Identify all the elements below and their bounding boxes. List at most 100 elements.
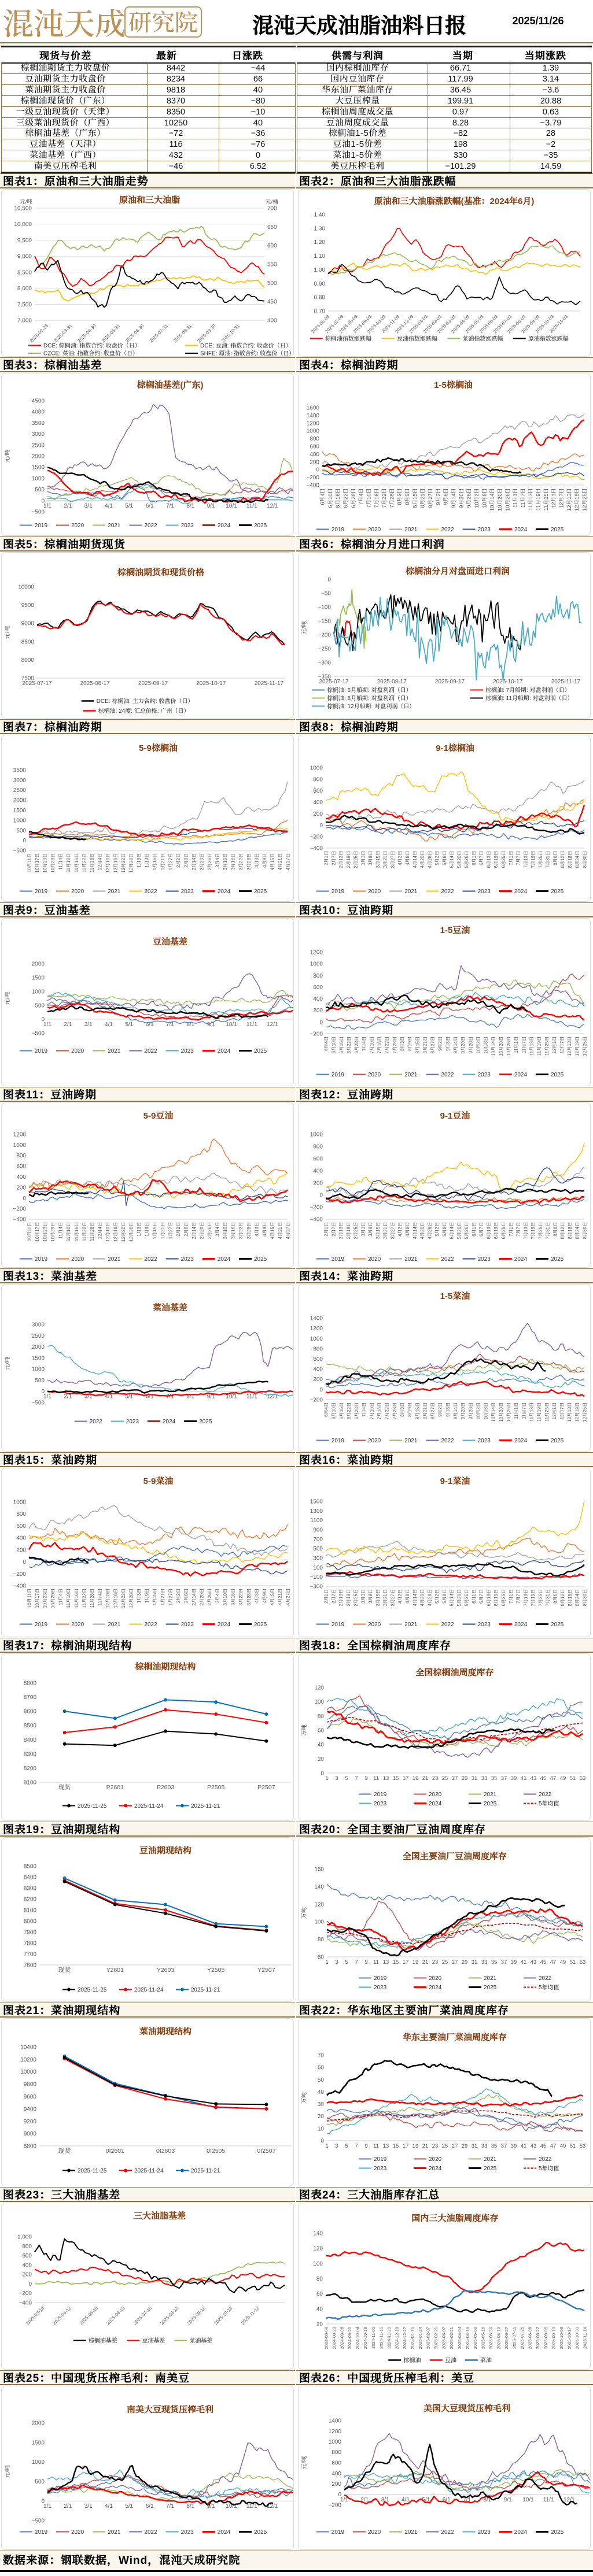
svg-text:6/1: 6/1 (146, 503, 154, 509)
svg-text:2025: 2025 (254, 523, 267, 529)
svg-text:8月15日: 8月15日 (414, 1037, 421, 1053)
svg-text:3500: 3500 (13, 768, 27, 774)
svg-text:豆油指数涨跌幅: 豆油指数涨跌幅 (397, 334, 437, 342)
svg-text:80: 80 (318, 1937, 325, 1943)
svg-text:11/1: 11/1 (246, 1394, 257, 1400)
svg-text:5: 5 (345, 2143, 348, 2149)
svg-text:9/1: 9/1 (207, 1394, 215, 1400)
svg-text:53: 53 (580, 1775, 586, 1782)
svg-text:40: 40 (318, 1742, 325, 1748)
svg-text:8月9日: 8月9日 (407, 1402, 413, 1417)
svg-text:10000: 10000 (18, 584, 34, 591)
svg-text:棕榈油基差: 棕榈油基差 (89, 2336, 117, 2344)
svg-text:1000: 1000 (310, 1132, 323, 1138)
svg-text:1000: 1000 (32, 476, 45, 482)
svg-text:P2601: P2601 (106, 1784, 124, 1791)
svg-text:7: 7 (355, 2143, 358, 2149)
svg-text:4/1: 4/1 (105, 503, 113, 509)
svg-text:菜油基差: 菜油基差 (189, 2336, 212, 2344)
svg-text:3/1: 3/1 (84, 1394, 93, 1400)
svg-text:12月4日: 12月4日 (97, 1589, 103, 1605)
svg-text:12月10日: 12月10日 (105, 1222, 111, 1242)
svg-text:1000: 1000 (32, 989, 45, 995)
svg-text:10月11日: 10月11日 (27, 853, 33, 872)
svg-text:2/1: 2/1 (64, 503, 72, 509)
svg-text:6月28日: 6月28日 (349, 488, 357, 508)
svg-text:0: 0 (41, 498, 45, 504)
svg-text:17: 17 (403, 1775, 409, 1782)
svg-text:2/1: 2/1 (64, 2503, 72, 2510)
svg-text:10月26日: 10月26日 (506, 1037, 512, 1056)
svg-text:5: 5 (345, 1959, 348, 1966)
svg-text:1.30: 1.30 (314, 225, 326, 232)
svg-text:3/1: 3/1 (381, 2497, 389, 2503)
svg-text:4月14日: 4月14日 (412, 1222, 418, 1239)
svg-text:33: 33 (481, 2143, 488, 2149)
svg-text:2020: 2020 (368, 889, 381, 895)
svg-text:1500: 1500 (13, 808, 27, 814)
svg-text:1600: 1600 (307, 405, 320, 412)
svg-text:8100: 8100 (24, 1780, 37, 1786)
svg-text:2024: 2024 (514, 1438, 528, 1444)
svg-text:3月16日: 3月16日 (230, 853, 237, 870)
svg-text:19: 19 (412, 2143, 419, 2149)
svg-text:1000: 1000 (329, 2439, 342, 2445)
svg-text:7月22日: 7月22日 (380, 488, 388, 508)
svg-text:8月6日: 8月6日 (552, 1222, 558, 1237)
svg-text:1月27日: 1月27日 (167, 1589, 174, 1605)
svg-text:17: 17 (403, 1959, 409, 1966)
svg-text:9月2日: 9月2日 (437, 1037, 444, 1051)
svg-text:1: 1 (325, 1775, 328, 1782)
svg-text:2024: 2024 (514, 1256, 528, 1263)
svg-text:豆油基差: 豆油基差 (152, 935, 187, 948)
svg-text:700: 700 (267, 206, 277, 212)
svg-text:8月21日: 8月21日 (422, 1037, 428, 1053)
svg-text:−200: −200 (306, 475, 319, 481)
svg-text:7月7日: 7月7日 (515, 1589, 522, 1604)
svg-text:10月26日: 10月26日 (503, 488, 511, 511)
svg-text:35: 35 (491, 1775, 498, 1782)
svg-text:9600: 9600 (24, 2094, 37, 2100)
svg-text:200: 200 (313, 811, 323, 817)
svg-text:2月13日: 2月13日 (338, 1222, 344, 1239)
svg-text:Y2505: Y2505 (207, 1967, 225, 1974)
svg-text:4000: 4000 (32, 409, 45, 416)
svg-text:6月4日: 6月4日 (323, 1402, 330, 1417)
svg-text:80: 80 (318, 1713, 325, 1720)
svg-text:5月14日: 5月14日 (449, 1589, 455, 1606)
svg-text:1月3日: 1月3日 (136, 853, 142, 868)
svg-text:8月18日: 8月18日 (567, 1222, 573, 1239)
svg-text:12月7日: 12月7日 (559, 1037, 565, 1053)
svg-text:7月16日: 7月16日 (372, 488, 380, 508)
svg-text:12月22日: 12月22日 (120, 853, 127, 873)
svg-text:2025-11-14: 2025-11-14 (583, 2327, 588, 2349)
svg-text:2月1日: 2月1日 (323, 1589, 330, 1604)
svg-text:2月20日: 2月20日 (199, 853, 205, 870)
svg-text:全国主要油厂豆油周度库存: 全国主要油厂豆油周度库存 (403, 1850, 507, 1862)
svg-text:49: 49 (560, 2143, 566, 2149)
svg-text:2024: 2024 (429, 1985, 442, 1991)
svg-text:2024-09-06: 2024-09-06 (340, 2327, 345, 2349)
svg-text:2023: 2023 (478, 1622, 491, 1628)
svg-text:2025-11-21: 2025-11-21 (191, 2168, 220, 2174)
svg-text:2月1日: 2月1日 (323, 851, 330, 865)
svg-text:1100: 1100 (310, 1518, 323, 1524)
svg-text:51: 51 (570, 1775, 576, 1782)
svg-text:6月13日: 6月13日 (486, 1222, 492, 1239)
svg-text:−250: −250 (318, 646, 331, 653)
svg-text:500: 500 (35, 487, 45, 493)
svg-text:39: 39 (511, 1959, 517, 1966)
svg-text:5: 5 (345, 1775, 348, 1782)
svg-text:−100: −100 (318, 605, 331, 611)
svg-text:元/吨: 元/吨 (299, 621, 308, 635)
svg-text:7月28日: 7月28日 (387, 488, 395, 508)
svg-text:200: 200 (313, 1008, 323, 1014)
svg-text:60: 60 (318, 1955, 325, 1961)
svg-text:600: 600 (313, 788, 323, 794)
svg-text:8月24日: 8月24日 (574, 1589, 581, 1606)
svg-text:2022: 2022 (441, 527, 454, 533)
svg-text:7月19日: 7月19日 (530, 851, 536, 868)
svg-text:2025: 2025 (551, 1622, 564, 1628)
svg-text:9,000: 9,000 (17, 254, 32, 260)
svg-text:P2603: P2603 (157, 1784, 175, 1791)
